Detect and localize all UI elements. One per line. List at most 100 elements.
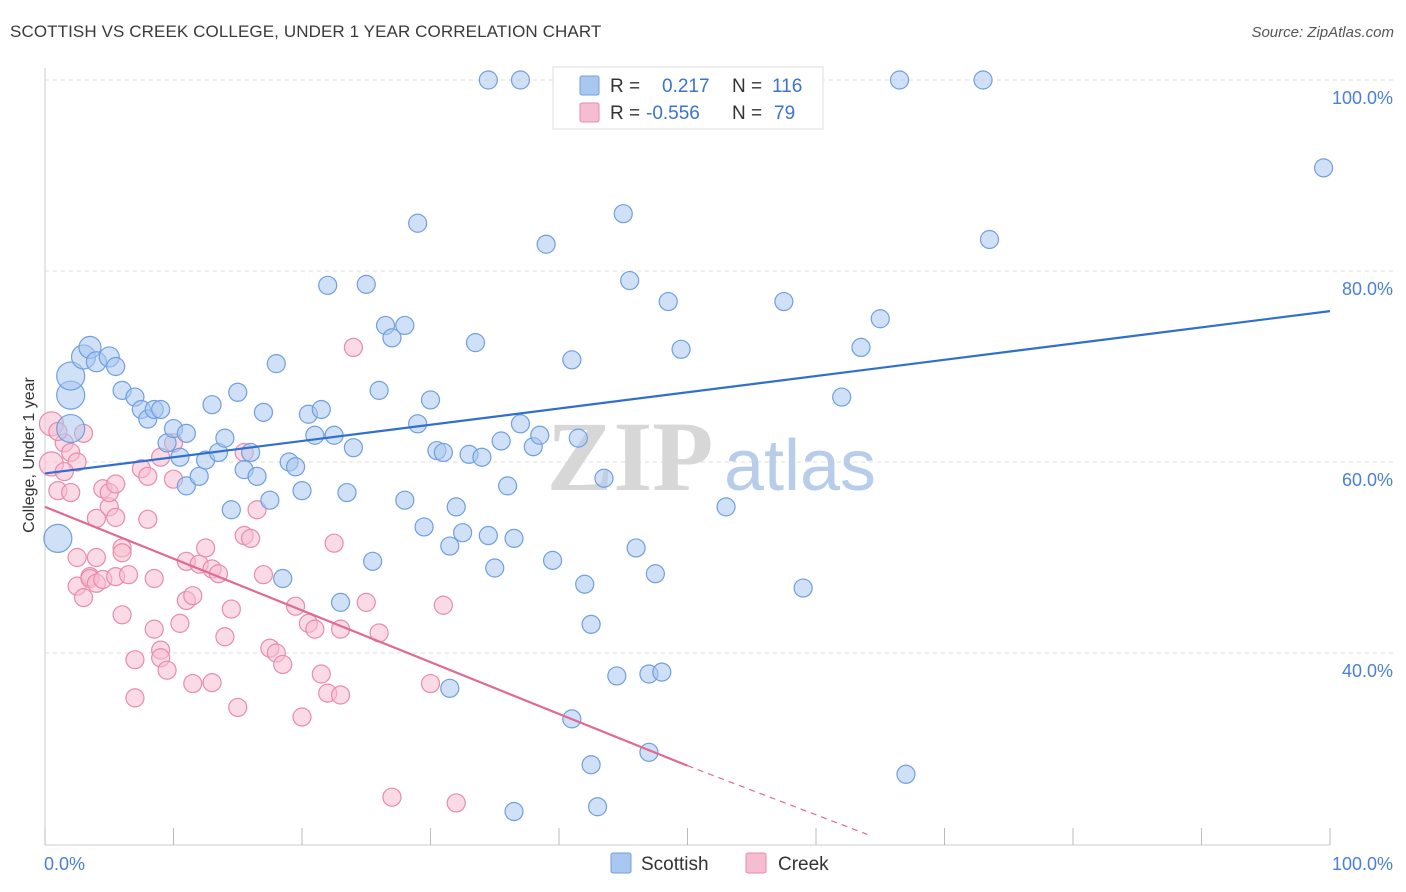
scottish-point-82 (626, 538, 646, 558)
y-tick-label-0: 40.0% (1342, 661, 1393, 681)
legend-n-value-scottish: 116 (772, 76, 802, 97)
y-tick-label-3: 100.0% (1332, 88, 1393, 108)
creek-point-28 (138, 466, 158, 486)
scottish-point-26 (228, 382, 248, 402)
creek-point-20 (106, 507, 126, 527)
creek-point-49 (228, 697, 248, 718)
scottish-point-92 (832, 387, 852, 407)
scottish-point-88 (716, 497, 736, 517)
bottom-legend-creek: Creek (778, 854, 829, 875)
creek-point-7 (67, 547, 87, 568)
scottish-point-79 (607, 666, 627, 686)
scottish-point-44 (343, 438, 363, 458)
creek-trend-extension (687, 765, 868, 836)
scottish-point-80 (613, 204, 633, 224)
scottish-point-30 (253, 402, 274, 422)
scottish-point-102 (478, 70, 498, 90)
scottish-point-62 (465, 333, 486, 353)
tick-labels: 40.0% 60.0% 80.0% 100.0% 0.0% 100.0% (44, 88, 1393, 874)
creek-point-30 (144, 568, 164, 589)
watermark-atlas: atlas (724, 426, 876, 506)
scottish-point-67 (498, 476, 518, 496)
scottish-point-75 (568, 428, 588, 448)
legend-r-label-creek: R = (610, 103, 640, 124)
scottish-point-24 (215, 428, 235, 448)
scottish-point-104 (504, 801, 524, 822)
scottish-trend-line (44, 310, 1331, 475)
scottish-point-85 (658, 291, 678, 312)
creek-point-6 (67, 452, 87, 472)
scottish-point-3 (56, 361, 86, 391)
scottish-point-36 (292, 481, 312, 501)
creek-point-53 (253, 565, 274, 585)
scottish-point-113 (510, 70, 531, 90)
creek-point-71 (433, 595, 453, 615)
creek-point-76 (112, 543, 132, 563)
creek-point-47 (215, 627, 235, 647)
source-label: Source: ZipAtlas.com (1251, 24, 1394, 41)
scottish-point-39 (311, 399, 331, 420)
creek-point-14 (86, 547, 107, 568)
scottish-point-40 (318, 275, 338, 295)
creek-point-31 (144, 619, 164, 639)
creek-point-5 (61, 482, 81, 503)
scottish-point-51 (395, 490, 415, 510)
legend-box: R = 0.217 N = 116 R = -0.556 N = 79 (552, 66, 824, 130)
scottish-point-46 (363, 551, 383, 571)
bottom-legend-swatch-scottish (610, 852, 632, 874)
scottish-point-91 (793, 578, 813, 598)
scottish-point-71 (530, 425, 550, 445)
bottom-legend: Scottish Creek (610, 852, 829, 875)
scottish-point-49 (382, 328, 402, 348)
creek-point-34 (157, 660, 177, 680)
creek-point-23 (112, 605, 132, 625)
legend-swatch-scottish (579, 75, 600, 96)
scottish-point-90 (774, 291, 794, 312)
creek-point-40 (183, 586, 203, 606)
scottish-point-47 (369, 380, 389, 400)
creek-point-25 (125, 650, 145, 670)
scottish-point-68 (504, 528, 524, 549)
scottish-point-96 (896, 764, 916, 784)
legend-swatch-creek (579, 102, 600, 123)
scottish-point-8 (106, 356, 126, 377)
scottish-series (43, 70, 1334, 822)
legend-n-label-scottish: N = (732, 76, 762, 97)
scottish-point-22 (202, 395, 222, 415)
creek-point-48 (221, 599, 241, 619)
scottish-point-66 (491, 431, 511, 451)
scottish-point-54 (408, 213, 428, 233)
creek-point-51 (241, 528, 261, 549)
watermark: ZIP atlas (547, 401, 876, 512)
scottish-point-69 (510, 414, 531, 434)
creek-point-24 (118, 565, 139, 585)
creek-point-67 (356, 592, 376, 612)
scottish-point-78 (594, 468, 614, 488)
scottish-point-63 (472, 447, 492, 467)
bottom-legend-scottish: Scottish (641, 854, 709, 875)
scottish-point-18 (176, 423, 196, 443)
scottish-point-73 (542, 550, 563, 570)
creek-point-43 (196, 538, 216, 558)
creek-point-64 (330, 685, 351, 705)
scottish-point-84 (645, 564, 665, 584)
scottish-point-14 (151, 399, 171, 420)
scottish-point-38 (305, 425, 325, 445)
legend-r-value-creek: -0.556 (646, 103, 700, 124)
legend-n-label-creek: N = (732, 103, 762, 124)
creek-point-56 (273, 654, 293, 675)
grid-lines (45, 79, 1395, 654)
y-tick-label-2: 80.0% (1342, 279, 1393, 299)
creek-point-45 (202, 673, 222, 693)
creek-point-52 (247, 500, 267, 520)
scottish-point-95 (889, 70, 910, 90)
scottish-point-109 (652, 662, 672, 682)
scottish-point-60 (453, 523, 473, 543)
scottish-point-107 (587, 797, 608, 817)
scottish-point-20 (189, 466, 209, 486)
scottish-point-76 (575, 574, 595, 594)
scottish-point-31 (260, 490, 280, 510)
scottish-point-57 (433, 442, 453, 463)
scottish-point-33 (273, 568, 293, 589)
